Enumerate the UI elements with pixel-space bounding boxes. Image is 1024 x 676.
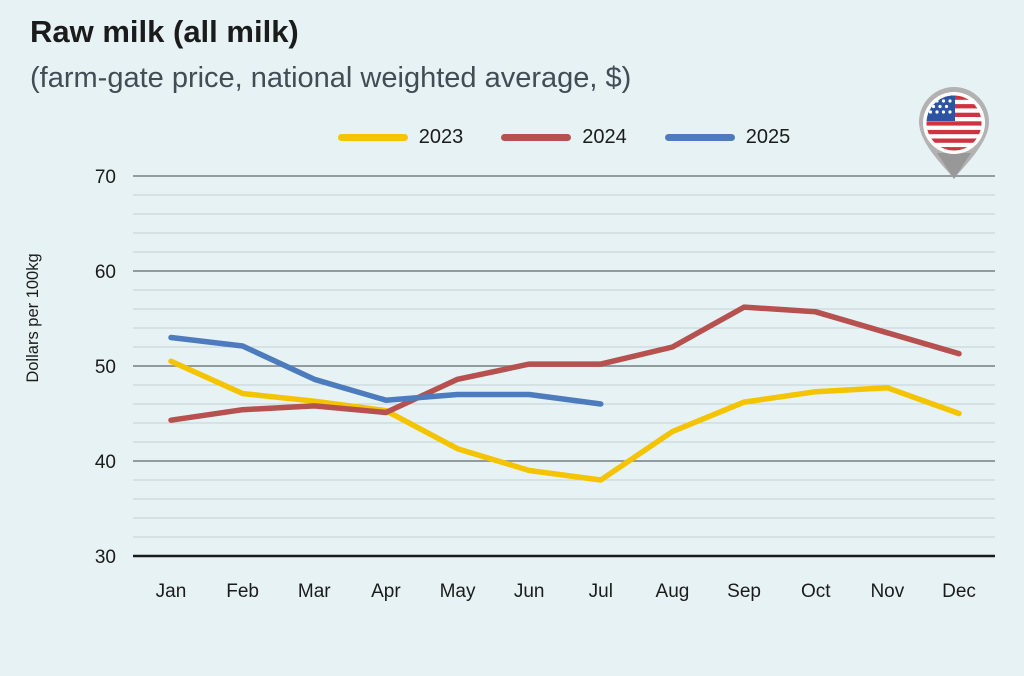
legend-label-2023: 2023 bbox=[418, 126, 464, 148]
us-flag-map-pin-icon bbox=[919, 87, 989, 179]
legend-item-2024: 2024 bbox=[501, 126, 627, 149]
x-tick-label: Dec bbox=[942, 581, 976, 602]
x-tick-label: Feb bbox=[226, 581, 259, 602]
x-tick-label: Sep bbox=[727, 581, 761, 602]
line-2024 bbox=[168, 304, 962, 423]
y-tick-label: 40 bbox=[95, 452, 116, 473]
us-flag bbox=[926, 95, 982, 151]
x-tick-label: May bbox=[440, 581, 476, 602]
y-tick-label: 70 bbox=[95, 167, 116, 188]
y-tick-label: 30 bbox=[95, 547, 116, 568]
x-tick-label: Nov bbox=[870, 581, 904, 602]
pin-tip bbox=[937, 153, 971, 179]
x-tick-label: Apr bbox=[371, 581, 401, 602]
x-tick-label: Oct bbox=[801, 581, 831, 602]
legend-item-2023: 2023 bbox=[337, 126, 464, 149]
legend-swatch-2024-icon bbox=[501, 134, 572, 141]
line-2023 bbox=[168, 358, 962, 483]
legend-label-2025: 2025 bbox=[745, 126, 791, 148]
x-tick-label: Mar bbox=[298, 581, 331, 602]
legend-swatch-2023-icon bbox=[337, 134, 408, 141]
chart-subtitle: (farm-gate price, national weighted aver… bbox=[30, 62, 632, 94]
line-2025 bbox=[168, 334, 604, 407]
x-tick-label: Jan bbox=[156, 581, 187, 602]
chart-title: Raw milk (all milk) bbox=[30, 14, 299, 49]
x-tick-label: Jun bbox=[514, 581, 545, 602]
legend: 2023 2024 2025 bbox=[133, 126, 995, 149]
legend-swatch-2025-icon bbox=[664, 134, 735, 141]
y-tick-label: 50 bbox=[95, 357, 116, 378]
y-tick-label: 60 bbox=[95, 262, 116, 283]
legend-item-2025: 2025 bbox=[664, 126, 791, 149]
y-axis-title: Dollars per 100kg bbox=[24, 253, 42, 382]
x-tick-label: Jul bbox=[589, 581, 613, 602]
legend-label-2024: 2024 bbox=[582, 126, 627, 148]
x-tick-label: Aug bbox=[656, 581, 690, 602]
